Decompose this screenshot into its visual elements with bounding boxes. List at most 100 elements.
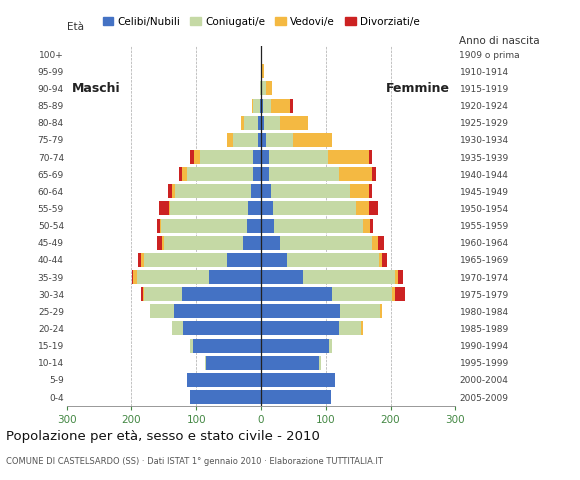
Bar bbox=[160, 202, 169, 216]
Bar bbox=[171, 202, 248, 216]
Bar bbox=[368, 202, 378, 216]
Bar bbox=[380, 304, 382, 318]
Bar bbox=[261, 287, 332, 301]
Bar bbox=[133, 270, 137, 284]
Bar bbox=[173, 304, 261, 318]
Bar bbox=[261, 202, 273, 216]
Bar bbox=[172, 184, 175, 198]
Bar bbox=[262, 64, 263, 78]
Bar bbox=[144, 287, 182, 301]
Bar bbox=[261, 390, 331, 404]
Bar bbox=[271, 98, 290, 113]
Bar bbox=[368, 150, 372, 164]
Bar bbox=[205, 356, 206, 370]
Bar bbox=[378, 236, 384, 250]
Bar bbox=[241, 116, 244, 130]
Bar bbox=[262, 82, 266, 96]
Bar bbox=[350, 184, 369, 198]
Bar bbox=[253, 167, 261, 181]
Bar bbox=[261, 338, 329, 353]
Bar bbox=[227, 133, 233, 147]
Text: Età: Età bbox=[67, 22, 84, 32]
Bar bbox=[200, 150, 253, 164]
Bar bbox=[274, 218, 363, 233]
Bar bbox=[187, 167, 253, 181]
Bar bbox=[361, 322, 362, 336]
Bar bbox=[329, 338, 332, 353]
Text: Anno di nascita: Anno di nascita bbox=[459, 36, 540, 46]
Bar bbox=[261, 236, 281, 250]
Text: Popolazione per età, sesso e stato civile - 2010: Popolazione per età, sesso e stato civil… bbox=[6, 430, 320, 443]
Bar bbox=[392, 287, 395, 301]
Bar bbox=[175, 184, 251, 198]
Bar bbox=[261, 150, 269, 164]
Bar bbox=[263, 98, 271, 113]
Bar bbox=[273, 202, 356, 216]
Bar bbox=[157, 218, 160, 233]
Bar bbox=[172, 322, 183, 336]
Bar bbox=[261, 47, 262, 61]
Bar bbox=[150, 304, 173, 318]
Bar bbox=[340, 304, 380, 318]
Bar bbox=[233, 133, 258, 147]
Bar bbox=[190, 150, 194, 164]
Bar bbox=[252, 98, 253, 113]
Bar bbox=[206, 356, 261, 370]
Bar bbox=[261, 304, 340, 318]
Bar bbox=[143, 287, 144, 301]
Bar bbox=[258, 133, 261, 147]
Bar bbox=[395, 287, 405, 301]
Bar bbox=[290, 98, 293, 113]
Bar bbox=[293, 133, 332, 147]
Bar bbox=[259, 116, 261, 130]
Bar bbox=[190, 390, 261, 404]
Bar bbox=[261, 373, 335, 387]
Bar bbox=[193, 338, 261, 353]
Bar bbox=[372, 236, 378, 250]
Bar bbox=[227, 253, 261, 267]
Bar bbox=[261, 184, 271, 198]
Bar bbox=[287, 253, 379, 267]
Bar bbox=[261, 322, 339, 336]
Bar bbox=[369, 184, 372, 198]
Bar bbox=[141, 287, 143, 301]
Bar bbox=[190, 338, 193, 353]
Bar bbox=[372, 167, 376, 181]
Text: COMUNE DI CASTELSARDO (SS) · Dati ISTAT 1° gennaio 2010 · Elaborazione TUTTITALI: COMUNE DI CASTELSARDO (SS) · Dati ISTAT … bbox=[6, 457, 383, 466]
Bar bbox=[253, 98, 260, 113]
Bar bbox=[248, 202, 261, 216]
Bar bbox=[138, 253, 141, 267]
Bar bbox=[161, 218, 246, 233]
Bar bbox=[266, 82, 272, 96]
Text: Femmine: Femmine bbox=[386, 82, 450, 95]
Bar bbox=[251, 184, 261, 198]
Bar bbox=[281, 116, 307, 130]
Bar bbox=[261, 82, 262, 96]
Bar bbox=[137, 270, 209, 284]
Bar bbox=[264, 116, 281, 130]
Bar bbox=[182, 287, 261, 301]
Bar bbox=[382, 253, 387, 267]
Bar bbox=[261, 218, 274, 233]
Bar bbox=[261, 98, 263, 113]
Bar bbox=[370, 218, 373, 233]
Bar bbox=[261, 133, 266, 147]
Bar bbox=[187, 373, 261, 387]
Bar bbox=[271, 184, 350, 198]
Bar bbox=[261, 64, 262, 78]
Bar bbox=[395, 270, 398, 284]
Text: Maschi: Maschi bbox=[72, 82, 121, 95]
Bar bbox=[328, 150, 368, 164]
Bar bbox=[157, 236, 162, 250]
Bar bbox=[182, 167, 187, 181]
Bar bbox=[244, 116, 259, 130]
Bar bbox=[246, 218, 261, 233]
Bar bbox=[160, 218, 161, 233]
Bar bbox=[261, 167, 269, 181]
Bar bbox=[266, 133, 293, 147]
Bar bbox=[261, 253, 287, 267]
Bar bbox=[253, 150, 261, 164]
Bar bbox=[319, 356, 321, 370]
Bar bbox=[144, 253, 227, 267]
Bar bbox=[363, 218, 370, 233]
